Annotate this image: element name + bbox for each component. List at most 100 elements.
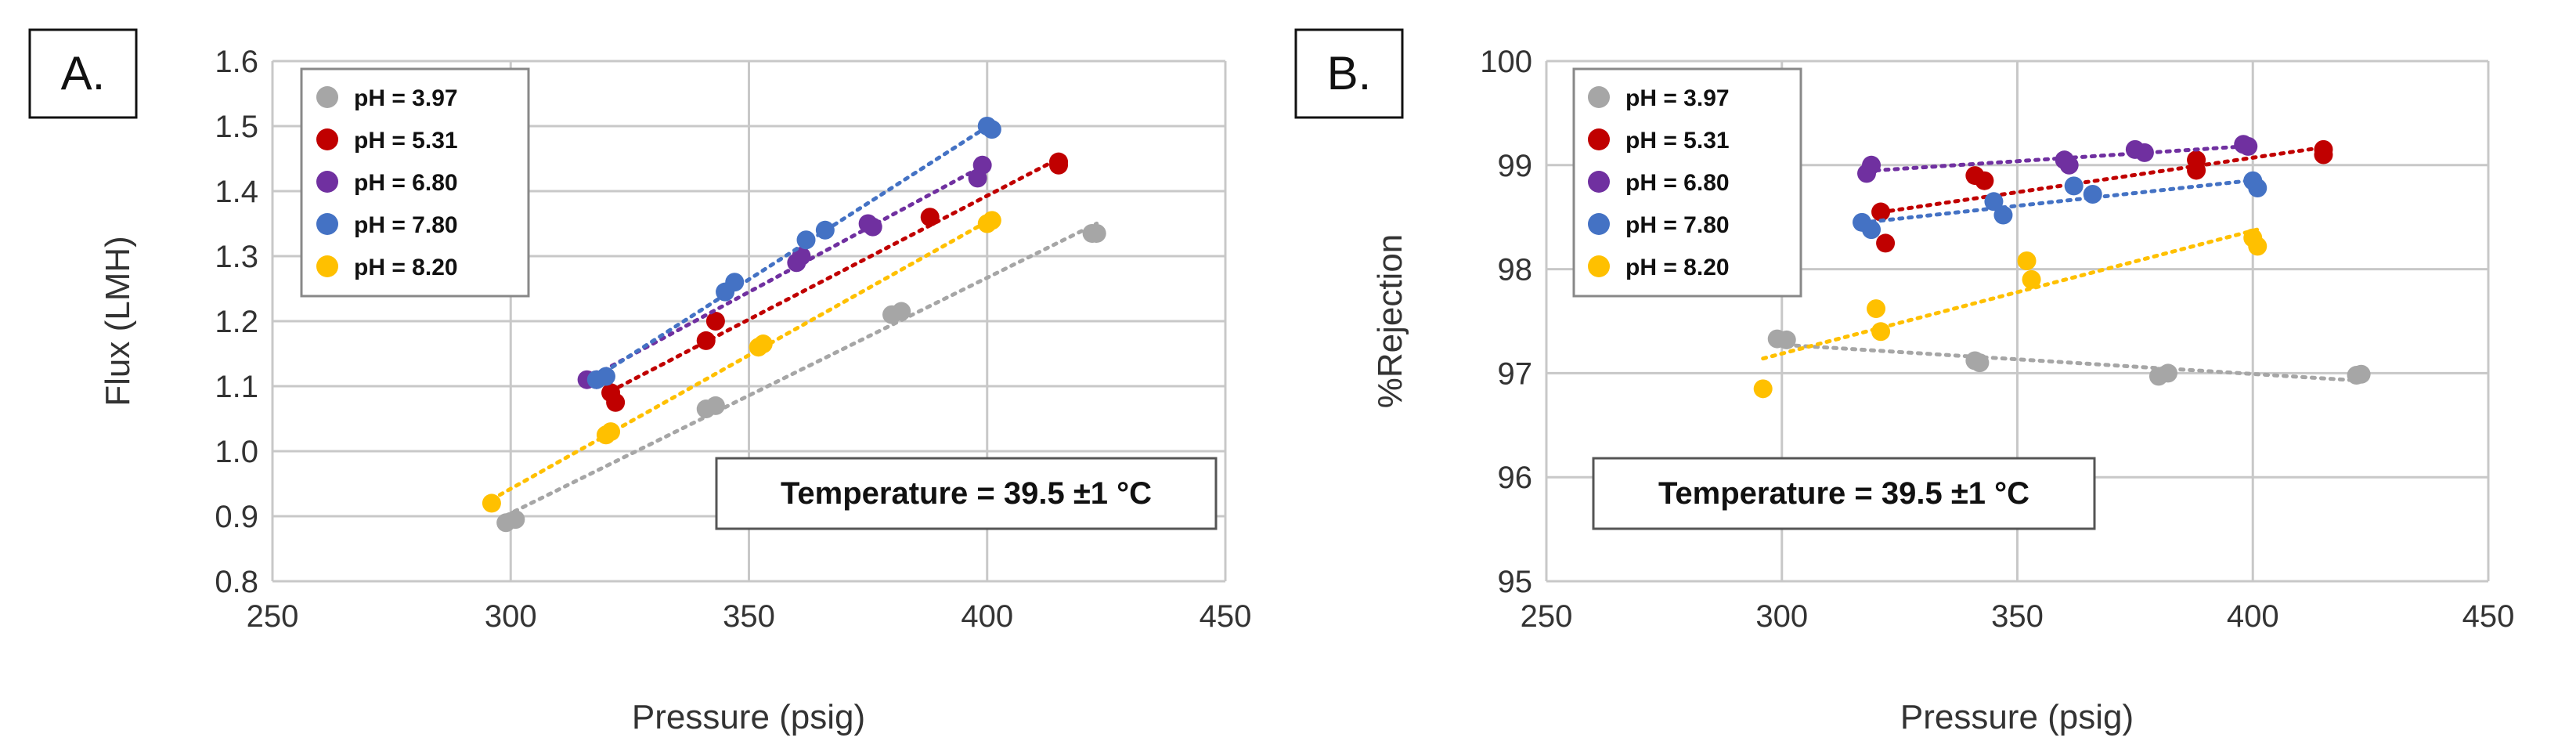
data-point	[725, 273, 745, 292]
data-point	[1777, 330, 1796, 349]
series-4	[1753, 227, 2268, 399]
legend-entry: pH = 3.97	[1625, 85, 1730, 111]
series-4	[482, 211, 1001, 513]
legend-marker	[1588, 171, 1610, 193]
x-axis-title: Pressure (psig)	[1900, 698, 2134, 736]
panel-label-frame	[1294, 28, 1404, 119]
trendline	[1775, 342, 2364, 383]
y-tick-label: 1.4	[215, 175, 258, 209]
data-point	[982, 120, 1001, 139]
legend-box	[1572, 67, 1802, 298]
legend-marker	[1588, 255, 1610, 277]
annotation-box	[1592, 457, 2096, 530]
trendline	[1761, 227, 2260, 361]
legend-entry: pH = 7.80	[1625, 212, 1730, 238]
x-tick-label: 350	[723, 599, 775, 634]
x-tick-label: 300	[1755, 599, 1808, 634]
data-point	[920, 208, 940, 227]
series-1	[1871, 139, 2333, 253]
data-point	[2248, 179, 2268, 198]
legend-marker	[1588, 86, 1610, 108]
x-tick-label: 400	[961, 599, 1013, 634]
legend-entry: pH = 3.97	[354, 85, 458, 111]
legend-marker	[1588, 213, 1610, 235]
legend-entry: pH = 8.20	[354, 255, 458, 280]
data-point	[2239, 136, 2258, 156]
chart-panel-0: 250 300 350 400 450 0.8 0.9 1.0 1.1 1.2 1.3 1.4 1.5 1…	[28, 28, 1252, 736]
y-tick-label: 0.9	[215, 500, 258, 534]
data-point	[863, 217, 882, 237]
legend: pH = 3.97 pH = 5.31 pH = 6.80 pH = 7.80 pH =…	[300, 67, 530, 298]
data-point	[1975, 171, 1994, 190]
data-point	[815, 220, 835, 240]
y-tick-label: 1.5	[215, 110, 258, 144]
trendline	[1860, 177, 2260, 225]
data-point	[1871, 322, 1891, 342]
y-tick-label: 1.2	[215, 305, 258, 339]
data-point	[753, 334, 773, 354]
panel-label: B.	[1327, 47, 1372, 99]
data-point	[2314, 145, 2333, 164]
y-tick-label: 1.1	[215, 370, 258, 404]
legend-marker	[1588, 128, 1610, 150]
data-point	[892, 302, 911, 321]
data-point	[696, 331, 716, 350]
data-point	[2248, 237, 2268, 256]
data-point	[2351, 364, 2371, 384]
data-point	[601, 422, 621, 442]
data-point	[1049, 155, 1069, 175]
data-point	[1862, 220, 1881, 240]
legend-marker	[316, 86, 338, 108]
data-point	[2064, 176, 2084, 196]
trendline	[503, 221, 1099, 518]
trendline	[585, 164, 985, 381]
panel-label: A.	[61, 47, 106, 99]
data-point	[1876, 233, 1896, 253]
data-point	[2022, 269, 2041, 289]
x-tick-label: 400	[2227, 599, 2279, 634]
series-3	[586, 117, 1001, 389]
data-point	[2187, 161, 2206, 180]
y-tick-label: 95	[1498, 565, 1533, 599]
legend-entry: pH = 7.80	[354, 212, 458, 238]
data-point	[2083, 184, 2102, 204]
trendline	[594, 121, 994, 380]
x-tick-label: 350	[1991, 599, 2044, 634]
y-axis-title: %Rejection	[1371, 234, 1409, 409]
x-tick-label: 450	[1200, 599, 1252, 634]
legend-marker	[316, 128, 338, 150]
x-axis-title: Pressure (psig)	[632, 698, 865, 736]
data-point	[482, 494, 501, 513]
data-point	[1871, 202, 1891, 222]
data-point	[1984, 192, 2004, 212]
y-tick-label: 1.0	[215, 435, 258, 469]
y-tick-label: 99	[1498, 149, 1533, 183]
legend: pH = 3.97 pH = 5.31 pH = 6.80 pH = 7.80 pH =…	[1572, 67, 1802, 298]
series-2	[1857, 135, 2258, 183]
legend-entry: pH = 6.80	[1625, 170, 1730, 196]
x-tick-label: 300	[485, 599, 537, 634]
y-tick-label: 100	[1480, 45, 1532, 79]
x-tick-label: 250	[1521, 599, 1573, 634]
legend-entry: pH = 8.20	[1625, 255, 1730, 280]
data-point	[1862, 155, 1881, 175]
chart-panel-1: 250 300 350 400 450 95 96 97 98 99 100 Pressure (ps…	[1294, 28, 2514, 736]
annotation-text: Temperature = 39.5 ±1 °C	[781, 476, 1152, 511]
legend-box	[300, 67, 530, 298]
data-point	[2059, 155, 2079, 175]
data-point	[2017, 251, 2037, 270]
data-point	[2134, 143, 2154, 162]
data-point	[972, 155, 992, 175]
y-tick-label: 1.3	[215, 240, 258, 274]
data-point	[705, 312, 725, 331]
data-point	[506, 510, 525, 530]
data-point	[1970, 353, 1990, 373]
trendline	[1878, 145, 2325, 215]
data-point	[792, 247, 811, 266]
y-tick-label: 0.8	[215, 565, 258, 599]
annotation-text: Temperature = 39.5 ±1 °C	[1658, 476, 2029, 511]
y-axis-title: Flux (LMH)	[99, 236, 137, 407]
legend-entry: pH = 5.31	[1625, 128, 1730, 154]
